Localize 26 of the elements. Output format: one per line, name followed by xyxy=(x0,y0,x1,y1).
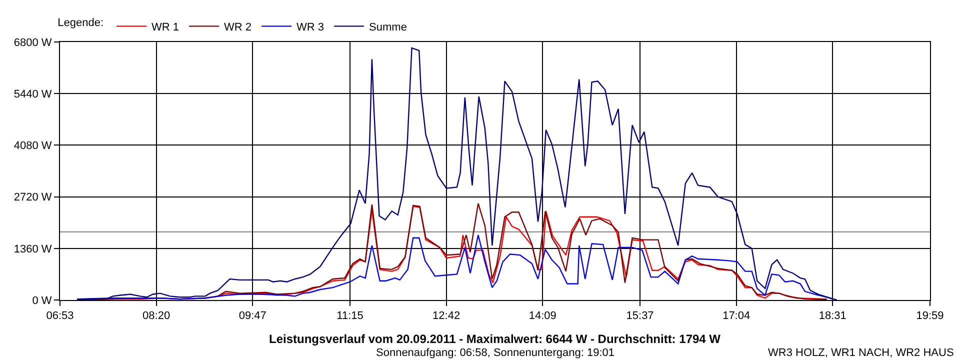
x-tick-label: 12:42 xyxy=(432,310,460,322)
y-tick-label: 5440 W xyxy=(14,88,52,100)
text: WR3 HOLZ, WR1 NACH, WR2 HAUS xyxy=(768,347,954,359)
x-tick-label: 11:15 xyxy=(336,310,364,322)
x-tick-label: 17:04 xyxy=(722,310,750,322)
legend-label: WR 1 xyxy=(152,22,180,34)
line-series xyxy=(76,234,834,300)
y-tick-label: 1360 W xyxy=(14,243,52,256)
text: Leistungsverlauf vom 20.09.2011 - Maximalwert: 6644 W - Durchschnitt: 1794 W xyxy=(269,332,722,346)
x-tick-label: 15:37 xyxy=(626,310,654,322)
legend-label: WR 2 xyxy=(224,22,252,34)
y-tick-label: 2720 W xyxy=(14,192,52,204)
x-tick-label: 18:31 xyxy=(818,310,846,322)
y-tick-label: 0 W xyxy=(32,294,52,307)
x-tick-label: 19:59 xyxy=(916,310,944,322)
legend-title: Legende: xyxy=(58,17,104,30)
x-tick-label: 06:53 xyxy=(46,310,74,322)
legend-label: Summe xyxy=(369,22,407,34)
legend-label: WR 3 xyxy=(296,22,324,34)
x-tick-label: 08:20 xyxy=(142,310,170,322)
y-tick-label: 4080 W xyxy=(14,140,52,152)
text: Sonnenaufgang: 06:58, Sonnenuntergang: 19:01 xyxy=(376,347,615,359)
x-tick-label: 14:09 xyxy=(528,310,556,322)
y-tick-label: 6800 W xyxy=(14,36,52,49)
line-series xyxy=(76,47,838,300)
x-tick-label: 09:47 xyxy=(238,310,266,322)
